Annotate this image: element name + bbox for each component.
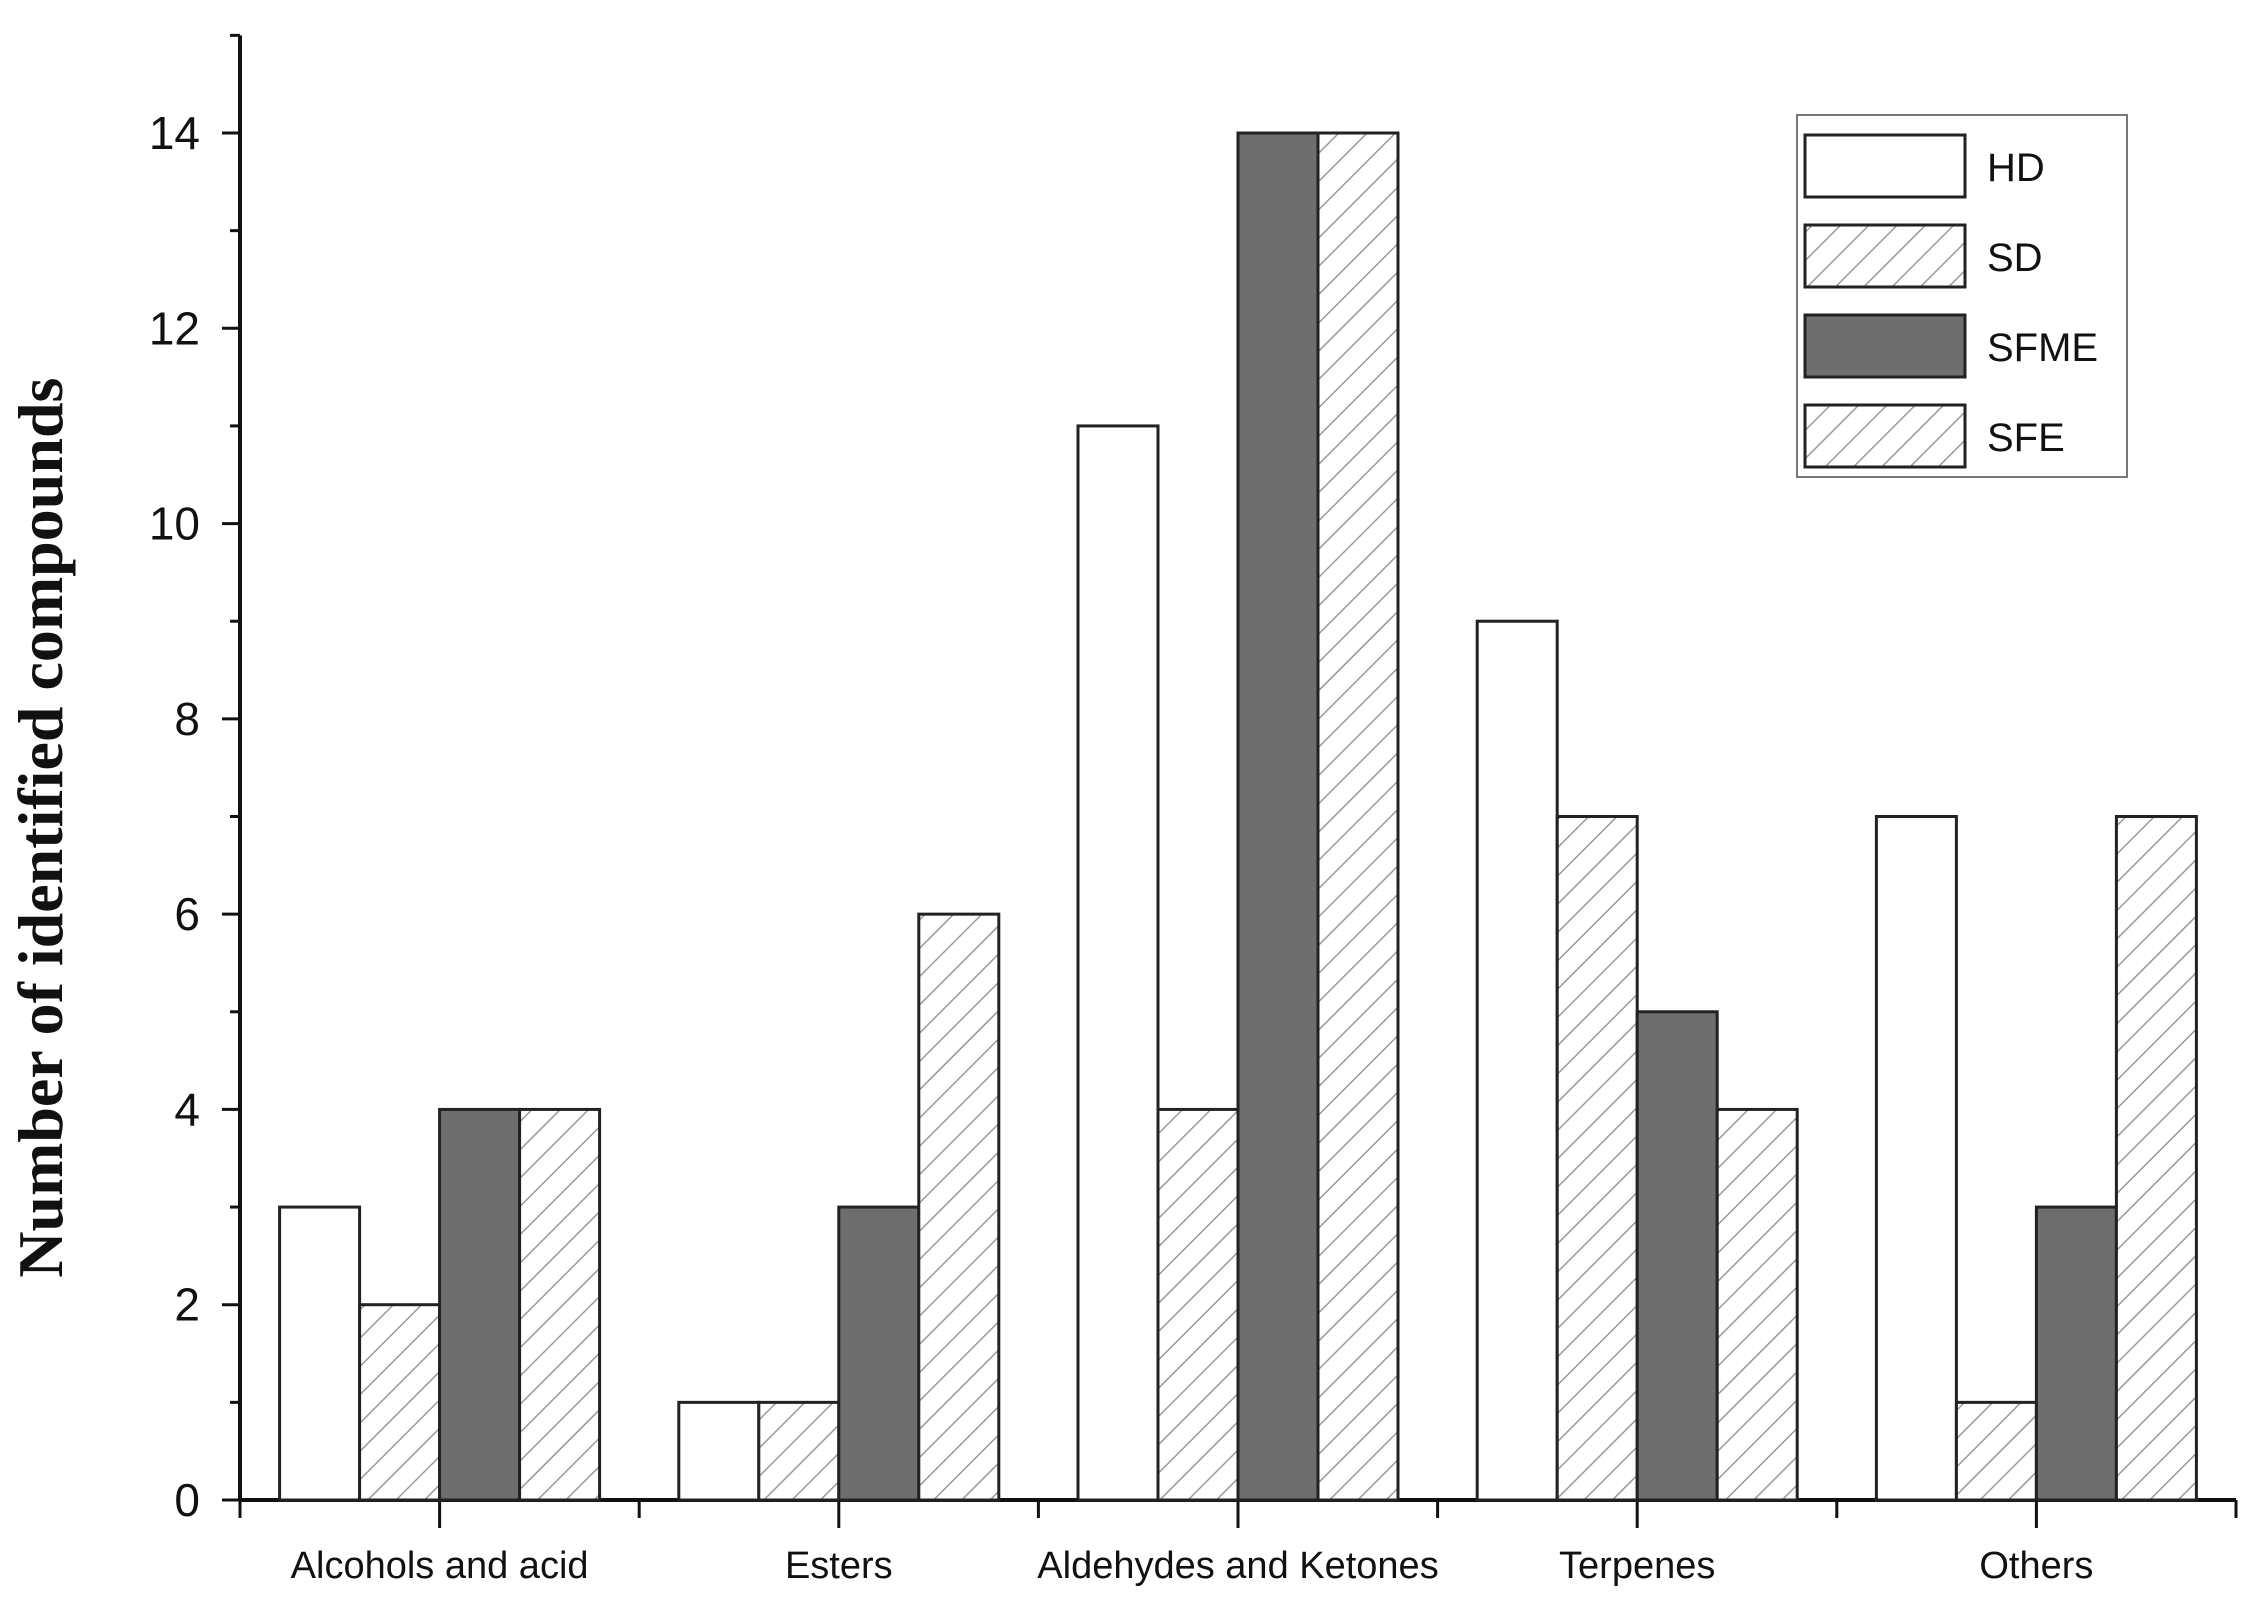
y-tick-label: 2 [174,1279,200,1331]
bars [278,131,2198,1502]
x-category-label: Others [1979,1545,2093,1587]
bar-sfe-4 [2114,815,2198,1502]
bar-sfe-1 [917,912,1001,1502]
bar-sfme-3 [1635,1010,1719,1502]
x-category-label: Esters [785,1545,893,1587]
bar-sfme-2 [1236,131,1320,1502]
legend-label-sfme: SFME [1987,326,2098,370]
bar-sd-4 [1954,1400,2038,1502]
y-tick-label: 8 [174,693,200,745]
bar-sfe-2 [1316,131,1400,1502]
y-tick-label: 14 [149,107,200,159]
bar-sd-1 [757,1400,841,1502]
x-category-label: Alcohols and acid [291,1545,589,1587]
bar-sd-2 [1156,1107,1240,1502]
legend-swatch-sfe [1803,403,1967,469]
y-tick-label: 12 [149,302,200,354]
bar-sd-3 [1555,815,1639,1502]
bar-hd-4 [1874,815,1958,1502]
bar-hd-2 [1076,424,1160,1502]
bar-sfe-0 [518,1107,602,1502]
legend-swatch-sfme [1803,313,1967,379]
y-tick-label: 0 [174,1474,200,1526]
legend-swatch-hd [1803,133,1967,199]
bar-sfe-3 [1715,1107,1799,1502]
y-axis-title: Number of identified compounds [5,378,76,1278]
bar-sfme-4 [2034,1205,2118,1502]
x-category-label: Aldehydes and Ketones [1037,1545,1438,1587]
bar-hd-1 [677,1400,761,1502]
labels: 0 2 4 6 8 10 12 14 Alcohols and acid Esters Aldehy… [149,107,2094,1587]
bar-sfme-0 [438,1107,522,1502]
bar-sd-0 [358,1303,442,1502]
legend-label-hd: HD [1987,146,2045,190]
y-tick-label: 4 [174,1083,200,1135]
y-tick-label: 10 [149,498,200,550]
y-tick-label: 6 [174,888,200,940]
bar-sfme-1 [837,1205,921,1502]
bar-hd-0 [278,1205,362,1502]
legend-label-sd: SD [1987,236,2043,280]
x-category-label: Terpenes [1559,1545,1715,1587]
legend: HD SD SFME SFE [1796,114,2128,478]
bar-hd-3 [1475,619,1559,1502]
legend-label-sfe: SFE [1987,416,2065,460]
legend-swatch-sd [1803,223,1967,289]
